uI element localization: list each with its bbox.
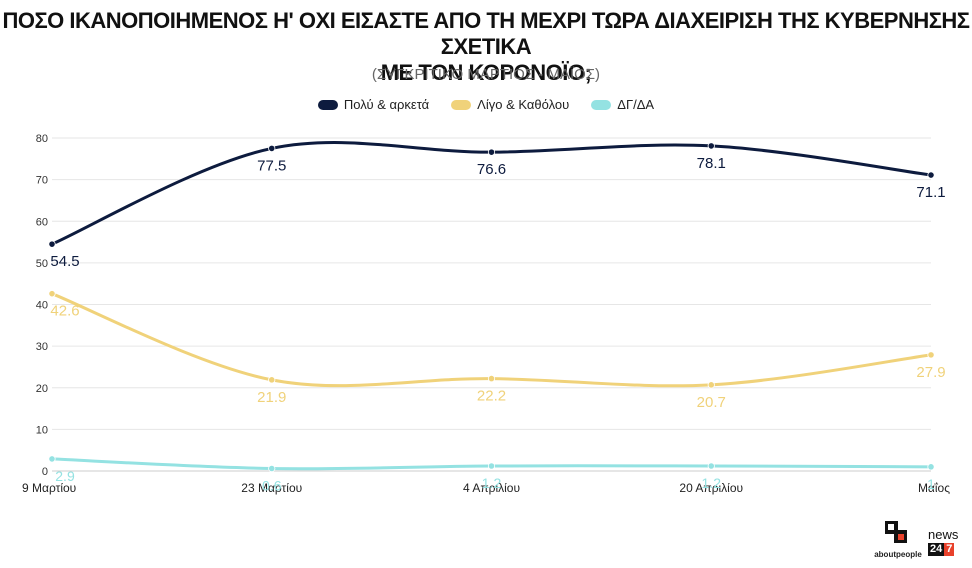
data-label-2-0: 2.9 bbox=[55, 468, 75, 484]
y-tick-label-1: 10 bbox=[36, 424, 48, 436]
y-tick-label-2: 20 bbox=[36, 383, 48, 395]
data-point-2-0 bbox=[48, 455, 56, 463]
x-tick-label-4: Μαΐος bbox=[918, 481, 950, 495]
chart-title-line2: ΜΕ ΤΟΝ ΚΟΡΟΝΟΪΟ; bbox=[380, 60, 592, 85]
data-point-0-2 bbox=[487, 148, 496, 156]
data-label-0-1: 77.5 bbox=[257, 157, 286, 174]
data-point-1-0 bbox=[48, 290, 56, 298]
legend-label-1: Λίγο & Καθόλου bbox=[477, 97, 570, 112]
data-label-1-0: 42.6 bbox=[50, 303, 79, 320]
data-point-1-2 bbox=[487, 374, 496, 383]
x-tick-label-3: 20 Απριλίου bbox=[679, 481, 743, 495]
data-point-0-3 bbox=[707, 142, 715, 150]
aboutpeople-logo-text: aboutpeople bbox=[874, 550, 922, 559]
data-label-1-3: 20.7 bbox=[697, 394, 726, 411]
data-point-0-4 bbox=[927, 171, 935, 179]
news247-logo-24: 24 bbox=[928, 543, 945, 556]
news247-logo: news 24 7 bbox=[928, 528, 968, 558]
aboutpeople-logo: aboutpeople bbox=[866, 520, 930, 560]
data-point-2-2 bbox=[487, 462, 496, 470]
chart-subtitle: (ΣΥΓΚΡΙΤΙΚΟ ΜΑΡΤΙΟΣ - ΜΑΪΟΣ) bbox=[371, 66, 601, 83]
series-line-0 bbox=[50, 141, 933, 246]
x-tick-label-2: 4 Απριλίου bbox=[463, 481, 520, 495]
data-point-1-1 bbox=[268, 376, 276, 384]
y-tick-label-6: 60 bbox=[36, 216, 48, 228]
data-label-2-4: 1 bbox=[927, 476, 935, 492]
data-label-2-1: 0.6 bbox=[262, 478, 282, 494]
y-tick-label-8: 80 bbox=[36, 133, 48, 145]
data-label-2-3: 1.2 bbox=[702, 475, 722, 491]
aboutpeople-mark-icon bbox=[885, 521, 907, 543]
legend-swatch-1 bbox=[451, 99, 472, 110]
legend-label-0: Πολύ & αρκετά bbox=[343, 97, 430, 112]
legend: Πολύ & αρκετά Λίγο & Καθόλου ΔΓ/ΔΑ bbox=[0, 97, 972, 112]
data-label-0-2: 76.6 bbox=[477, 161, 506, 178]
data-label-0-4: 71.1 bbox=[916, 184, 945, 201]
data-label-2-2: 1.2 bbox=[482, 475, 502, 491]
chart-title-line1: ΠΟΣΟ ΙΚΑΝΟΠΟΙΗΜΕΝΟΣ Η' ΟΧΙ ΕΙΣΑΣΤΕ ΑΠΟ Τ… bbox=[2, 8, 970, 59]
data-point-0-1 bbox=[268, 144, 276, 153]
y-tick-label-3: 30 bbox=[36, 341, 48, 353]
legend-item-1: Λίγο & Καθόλου bbox=[451, 97, 569, 112]
news247-logo-7: 7 bbox=[944, 543, 955, 556]
legend-item-2: ΔΓ/ΔΑ bbox=[591, 97, 654, 112]
data-point-1-4 bbox=[927, 351, 935, 359]
data-label-0-3: 78.1 bbox=[697, 155, 726, 172]
x-tick-label-0: 9 Μαρτίου bbox=[22, 481, 76, 495]
x-tick-label-1: 23 Μαρτίου bbox=[241, 481, 302, 495]
data-point-2-4 bbox=[927, 463, 935, 471]
y-tick-label-7: 70 bbox=[36, 175, 48, 187]
data-label-1-4: 27.9 bbox=[916, 364, 945, 381]
data-point-0-0 bbox=[48, 240, 56, 248]
y-tick-label-4: 40 bbox=[36, 300, 48, 312]
news247-logo-news: news bbox=[928, 527, 959, 542]
series-line-1 bbox=[50, 292, 933, 388]
chart-title: ΠΟΣΟ ΙΚΑΝΟΠΟΙΗΜΕΝΟΣ Η' ΟΧΙ ΕΙΣΑΣΤΕ ΑΠΟ Τ… bbox=[0, 8, 972, 86]
data-point-2-1 bbox=[268, 464, 276, 473]
data-label-1-1: 21.9 bbox=[257, 389, 286, 406]
data-point-2-3 bbox=[707, 462, 715, 470]
legend-swatch-2 bbox=[591, 99, 612, 110]
legend-label-2: ΔΓ/ΔΑ bbox=[617, 97, 655, 112]
legend-item-0: Πολύ & αρκετά bbox=[317, 97, 430, 112]
legend-swatch-0 bbox=[317, 99, 338, 110]
data-label-0-0: 54.5 bbox=[50, 253, 79, 270]
data-point-1-3 bbox=[707, 381, 715, 389]
y-tick-label-0: 0 bbox=[42, 466, 48, 478]
y-tick-label-5: 50 bbox=[36, 258, 48, 270]
data-label-1-2: 22.2 bbox=[477, 388, 506, 405]
